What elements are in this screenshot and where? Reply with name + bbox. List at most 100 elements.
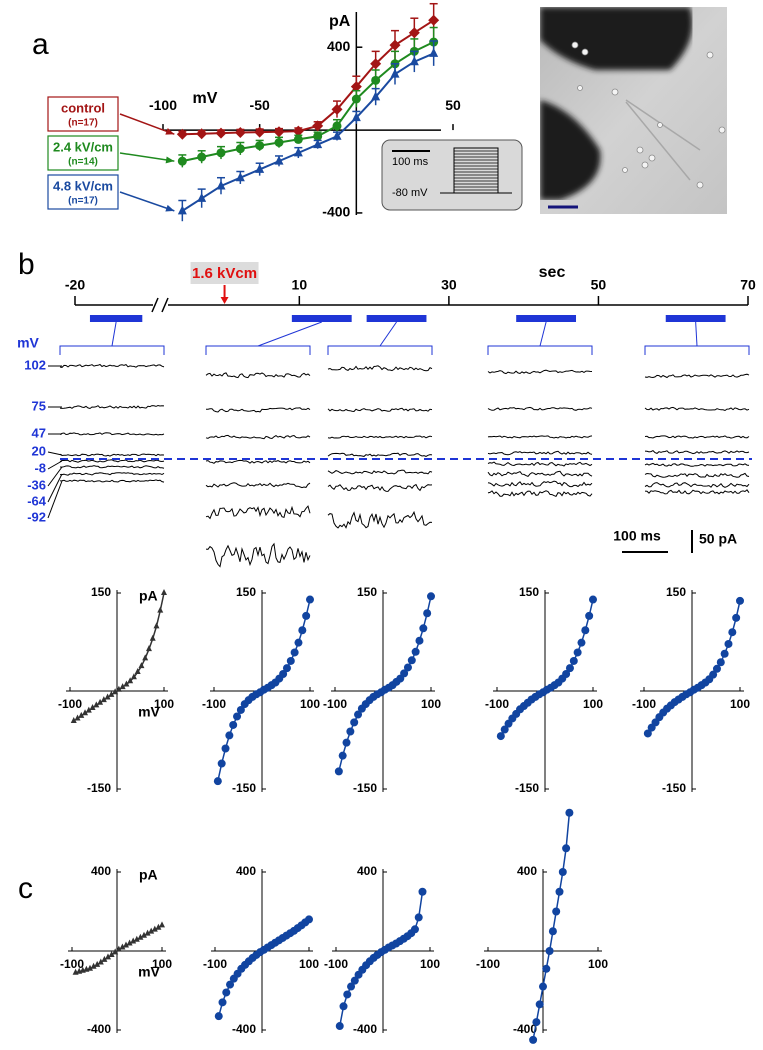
current-scale-label: 50 pA xyxy=(699,531,737,547)
current-trace xyxy=(487,450,593,456)
y-tick-label: 150 xyxy=(236,585,256,599)
current-trace xyxy=(487,406,593,411)
marker xyxy=(273,126,285,138)
marker xyxy=(222,988,231,997)
current-trace xyxy=(487,461,593,467)
current-trace xyxy=(205,505,311,520)
fit-line xyxy=(338,596,432,772)
marker xyxy=(545,947,554,955)
legend-box xyxy=(47,96,119,132)
marker xyxy=(415,636,424,645)
marker xyxy=(371,75,381,85)
x-tick-label: -100 xyxy=(476,957,500,971)
marker xyxy=(302,611,311,620)
x-tick-label: -100 xyxy=(58,697,82,711)
marker xyxy=(332,121,342,131)
current-trace xyxy=(205,372,311,379)
marker xyxy=(126,939,133,946)
marker xyxy=(235,144,245,154)
x-tick-label: 100 xyxy=(420,957,440,971)
x-tick-label: 100 xyxy=(588,957,608,971)
legend-arrowhead xyxy=(165,128,175,135)
marker xyxy=(215,127,227,139)
x-tick-label: 100 xyxy=(421,697,441,711)
marker xyxy=(407,656,416,665)
marker xyxy=(235,172,245,182)
marker xyxy=(216,148,226,158)
recording-window xyxy=(665,315,726,322)
x-tick-label: 10 xyxy=(292,277,308,293)
marker xyxy=(97,698,104,705)
marker xyxy=(123,680,130,687)
marker xyxy=(350,976,359,985)
current-trace xyxy=(59,465,165,469)
current-trace xyxy=(327,452,433,457)
marker xyxy=(286,656,295,665)
marker xyxy=(354,710,363,719)
marker xyxy=(350,81,362,93)
marker xyxy=(134,668,141,675)
marker xyxy=(712,664,721,673)
current-trace xyxy=(487,480,593,488)
marker xyxy=(429,47,439,57)
bracket-link xyxy=(257,321,322,347)
x-tick-label: 100 xyxy=(154,697,174,711)
current-trace xyxy=(327,365,433,372)
y-tick-label: 400 xyxy=(91,864,111,878)
current-trace xyxy=(487,369,593,375)
marker xyxy=(558,868,567,876)
x-tick-label: -100 xyxy=(149,97,177,113)
marker xyxy=(221,744,230,753)
x-tick-label: 100 xyxy=(300,697,320,711)
voltage-leader xyxy=(47,466,63,487)
voltage-label: 75 xyxy=(32,398,46,413)
panel-label: a xyxy=(32,28,49,61)
marker xyxy=(130,937,137,944)
marker xyxy=(562,670,571,679)
marker xyxy=(82,709,89,716)
bracket-link xyxy=(539,321,547,347)
marker xyxy=(218,998,227,1007)
marker xyxy=(214,1012,223,1021)
y-tick-label: -400 xyxy=(322,204,350,220)
marker xyxy=(213,777,222,786)
marker xyxy=(130,673,137,680)
marker xyxy=(569,656,578,665)
legend-name: control xyxy=(61,100,105,115)
marker xyxy=(339,1002,348,1011)
marker xyxy=(100,696,107,703)
marker xyxy=(410,925,419,934)
y-tick-label: 400 xyxy=(327,38,351,54)
current-trace xyxy=(59,479,165,483)
x-tick-label: -100 xyxy=(324,957,348,971)
marker xyxy=(408,27,420,39)
fit-line xyxy=(73,592,165,722)
x-tick-label: -50 xyxy=(250,97,270,113)
marker xyxy=(119,943,126,950)
voltage-label: 20 xyxy=(32,443,46,458)
y-tick-label: 150 xyxy=(357,585,377,599)
marker xyxy=(400,669,409,678)
current-trace xyxy=(644,406,750,412)
voltage-label: -36 xyxy=(27,477,46,492)
marker xyxy=(532,1018,541,1027)
marker xyxy=(292,125,304,137)
marker xyxy=(255,163,265,173)
micrograph xyxy=(540,7,727,214)
marker xyxy=(112,948,119,955)
panel-label: c xyxy=(18,872,33,905)
marker xyxy=(119,683,126,690)
marker xyxy=(418,887,427,896)
marker xyxy=(643,729,652,738)
marker xyxy=(573,648,582,657)
marker xyxy=(313,139,323,149)
x-tick-label: -20 xyxy=(65,277,85,293)
current-trace xyxy=(644,449,750,455)
marker xyxy=(331,103,343,115)
marker xyxy=(101,955,108,962)
legend-name: 2.4 kV/cm xyxy=(53,139,113,154)
y-axis-label: pA xyxy=(139,867,158,883)
fit-line xyxy=(339,891,424,1027)
voltage-leader xyxy=(47,480,63,519)
marker xyxy=(226,980,235,989)
